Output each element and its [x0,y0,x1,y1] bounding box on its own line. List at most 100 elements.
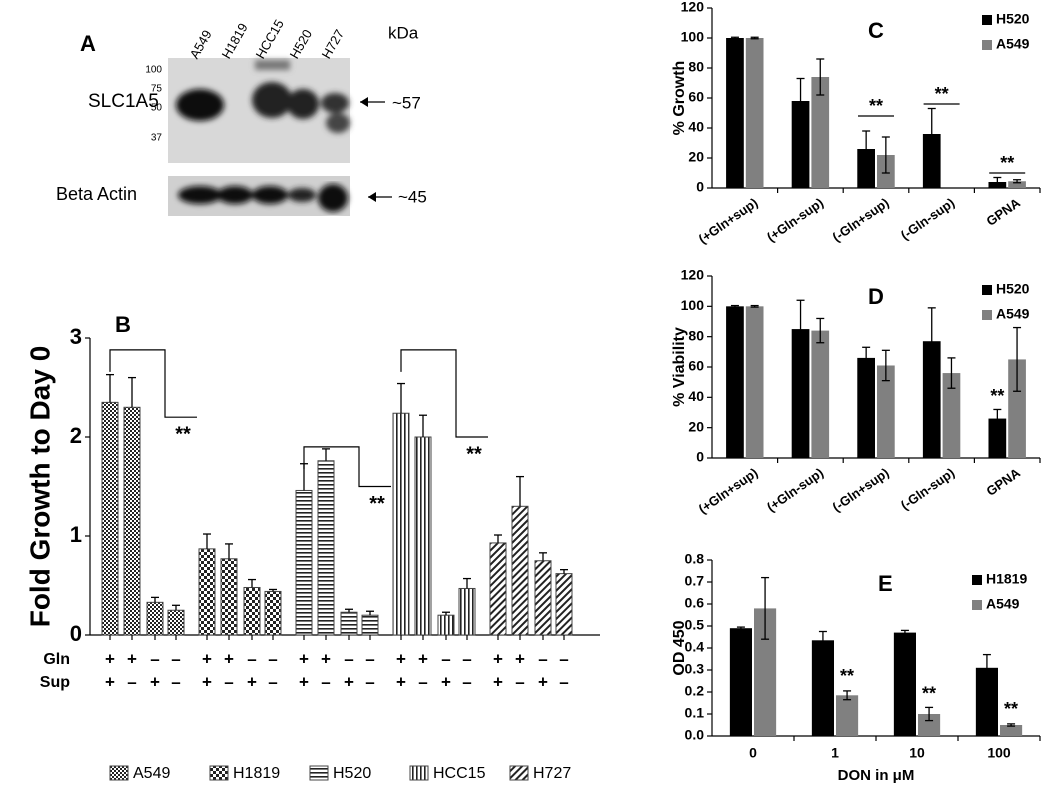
panel-label: A [80,31,96,56]
bar [243,586,261,636]
arrow-head [368,192,376,202]
condition-sign: – [127,672,136,691]
size-label: ~45 [398,187,427,206]
legend-swatch [509,765,529,781]
panel-label: E [878,571,893,596]
legend-label: A549 [996,36,1030,52]
condition-sign: + [493,672,503,691]
condition-sign: + [493,649,503,668]
legend-swatch [972,575,982,585]
y-tick-label: 80 [688,59,704,75]
y-tick-label: 0.6 [685,595,705,611]
y-tick-label: 100 [681,29,705,45]
marker-label: 100 [145,65,162,76]
bar [893,632,916,736]
row-label: Gln [43,651,70,668]
y-axis-label: OD 450 [671,620,688,675]
condition-sign: – [344,649,353,668]
annotation: ** [840,666,854,686]
legend-label: HCC15 [433,765,486,782]
x-tick-label: GPNA [984,465,1024,499]
bar [511,505,529,636]
condition-sign: – [268,649,277,668]
bar [726,306,744,458]
y-tick-label: 100 [681,297,705,313]
lane-label: A549 [187,27,215,61]
bar [167,609,185,636]
condition-sign: + [344,672,354,691]
bar [922,341,941,458]
bar [791,101,810,188]
blot-panel: A A549 H1819 HCC15 H520 H727 kDa 100 75 … [56,17,427,216]
condition-sign: + [202,649,212,668]
actin-bands [178,184,348,212]
condition-sign: – [171,672,180,691]
x-tick-label: (-Gln-sup) [898,195,957,243]
bar [922,134,941,188]
bar [811,77,830,188]
condition-sign: – [462,672,471,691]
bar [198,548,216,636]
y-axis-label: Fold Growth to Day 0 [24,346,55,628]
x-tick-label: 100 [987,745,1011,761]
bar [811,640,834,736]
condition-sign: + [150,672,160,691]
legend-swatch [409,765,429,781]
condition-sign: – [441,649,450,668]
bar [857,357,875,458]
y-tick-label: 120 [681,267,705,283]
protein-label: SLC1A5 [88,91,159,112]
condition-sign: + [299,672,309,691]
y-tick-label: 2 [70,423,82,448]
x-tick-label: (+Gln+sup) [696,195,761,247]
bar [220,558,238,636]
y-tick-label: 0 [70,621,82,646]
row-label: Sup [40,674,70,691]
marker-label: 37 [151,133,163,144]
condition-sign: – [321,672,330,691]
bar [458,587,476,636]
x-tick-label: (+Gln-sup) [764,465,826,515]
condition-sign: + [202,672,212,691]
condition-sign: + [299,649,309,668]
y-tick-label: 0.8 [685,551,705,567]
bar [146,601,164,636]
x-axis-label: DON in μM [838,767,915,784]
legend-label: H520 [996,11,1030,27]
condition-sign: – [559,649,568,668]
legend-label: H520 [333,765,371,782]
condition-sign: + [105,649,115,668]
annotation: ** [1000,153,1014,173]
x-tick-label: 1 [831,745,839,761]
annotation: ** [175,423,191,445]
marker-label: 50 [151,103,163,114]
bar [414,436,432,636]
condition-sign: + [127,649,137,668]
condition-sign: – [224,672,233,691]
bar [918,714,941,736]
bar [975,667,998,736]
legend-swatch [982,310,992,320]
bar [988,418,1007,458]
bar [392,412,410,636]
annotation-bracket [303,446,391,488]
y-tick-label: 0.5 [685,617,705,633]
bar [295,489,313,636]
condition-sign: – [365,649,374,668]
y-axis-label: % Viability [671,327,688,407]
y-tick-label: 0.4 [685,639,705,655]
legend-label: A549 [133,765,170,782]
bar [1008,359,1026,458]
bar [877,365,895,458]
y-tick-label: 60 [688,358,704,374]
legend-label: H520 [996,281,1030,297]
bar [1000,725,1023,736]
bar [791,329,810,458]
condition-sign: + [105,672,115,691]
panel-label: C [868,18,884,43]
annotation-bracket [109,349,197,418]
condition-sign: – [150,649,159,668]
y-tick-label: 80 [688,327,704,343]
x-tick-label: 10 [909,745,925,761]
